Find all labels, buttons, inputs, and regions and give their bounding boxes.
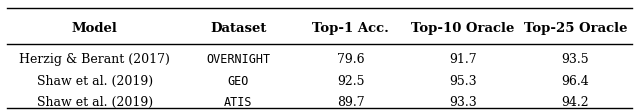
Text: ATIS: ATIS xyxy=(224,96,253,109)
Text: Model: Model xyxy=(72,22,118,35)
Text: 95.3: 95.3 xyxy=(449,75,477,88)
Text: 93.5: 93.5 xyxy=(561,53,589,66)
Text: 91.7: 91.7 xyxy=(449,53,477,66)
Text: 93.3: 93.3 xyxy=(449,96,477,109)
Text: Shaw et al. (2019): Shaw et al. (2019) xyxy=(36,75,153,88)
Text: 89.7: 89.7 xyxy=(337,96,364,109)
Text: Shaw et al. (2019): Shaw et al. (2019) xyxy=(36,96,153,109)
Text: 94.2: 94.2 xyxy=(561,96,589,109)
Text: 92.5: 92.5 xyxy=(337,75,364,88)
Text: Top-1 Acc.: Top-1 Acc. xyxy=(312,22,389,35)
Text: Herzig & Berant (2017): Herzig & Berant (2017) xyxy=(19,53,170,66)
Text: 96.4: 96.4 xyxy=(561,75,589,88)
Text: Top-10 Oracle: Top-10 Oracle xyxy=(412,22,515,35)
Text: OVERNIGHT: OVERNIGHT xyxy=(206,53,270,66)
Text: GEO: GEO xyxy=(228,75,249,88)
Text: 79.6: 79.6 xyxy=(337,53,364,66)
Text: Top-25 Oracle: Top-25 Oracle xyxy=(524,22,627,35)
Text: Dataset: Dataset xyxy=(210,22,266,35)
